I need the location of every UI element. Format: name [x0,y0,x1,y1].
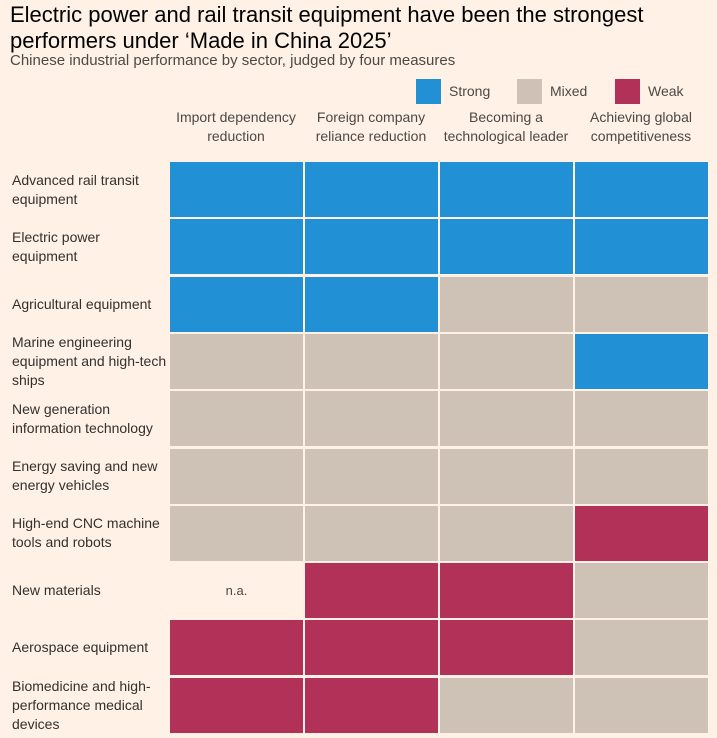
cell-r1-c1 [170,162,303,217]
column-header-1: Import dependency reduction [176,109,296,144]
cell-r3-c1 [170,276,303,332]
row-label-1: Advanced rail transit equipment [12,171,139,207]
cell-r6-c3 [440,448,573,504]
cell-r2-c1 [170,219,303,275]
row-label-6: Energy saving and new energy vehicles [12,458,158,493]
cell-r6-c4 [575,448,708,504]
cell-r8-c3 [440,563,573,619]
cell-r10-c2 [305,677,438,733]
cell-r1-c3 [440,162,573,217]
column-header-4: Achieving global competitiveness [590,109,692,144]
cell-r5-c4 [575,391,708,447]
row-label-5: New generation information technology [12,400,153,436]
cell-r5-c3 [440,391,573,447]
cell-r8-c4 [575,563,708,619]
row-label-9: Aerospace equipment [12,639,149,656]
row-label-4: Marine engineering equipment and high-te… [12,333,167,388]
row-label-8: New materials [12,582,101,599]
cell-r4-c4 [575,333,708,389]
cell-r6-c1 [170,448,303,504]
cell-r8-c1: n.a. [225,583,248,599]
cell-r10-c1 [170,677,303,733]
cell-r2-c3 [440,219,573,275]
legend-swatch-weak [615,78,640,104]
cell-r7-c4 [575,505,708,561]
legend-label-strong: Strong [449,83,491,99]
cell-r7-c1 [170,505,303,561]
chart-title: Electric power and rail transit equipmen… [10,2,644,53]
cell-r3-c3 [440,276,573,332]
cell-r9-c4 [575,620,708,676]
cell-r1-c4 [575,162,708,217]
cell-r5-c2 [305,391,438,447]
cell-r4-c3 [440,333,573,389]
cell-r4-c2 [305,333,438,389]
legend-label-weak: Weak [648,83,684,99]
cell-r9-c3 [440,620,573,676]
row-label-10: Biomedicine and high-performance medical… [12,677,151,732]
cell-r1-c2 [305,162,438,217]
column-header-2: Foreign company reliance reduction [315,109,427,144]
legend-item-weak: Weak [615,78,684,104]
legend-swatch-strong [416,78,441,104]
cell-r2-c2 [305,219,438,275]
cell-r9-c1 [170,620,303,676]
legend-swatch-mixed [517,78,542,104]
cell-r10-c3 [440,677,573,733]
cell-r6-c2 [305,448,438,504]
cell-r7-c3 [440,505,573,561]
cell-r5-c1 [170,391,303,447]
cell-r3-c2 [305,276,438,332]
row-label-2: Electric power equipment [12,228,100,264]
row-label-7: High-end CNC machine tools and robots [12,515,160,551]
cell-r10-c4 [575,677,708,733]
legend-label-mixed: Mixed [550,83,588,99]
cell-r3-c4 [575,276,708,332]
row-label-3: Agricultural equipment [12,295,152,312]
legend-item-strong: Strong [416,78,490,104]
cell-r7-c2 [305,505,438,561]
cell-r8-c2 [305,563,438,619]
cell-r2-c4 [575,219,708,275]
legend-item-mixed: Mixed [517,78,587,104]
chart-subtitle: Chinese industrial performance by sector… [10,52,456,69]
cell-r4-c1 [170,333,303,389]
column-header-3: Becoming a technological leader [443,109,569,144]
cell-r9-c2 [305,620,438,676]
